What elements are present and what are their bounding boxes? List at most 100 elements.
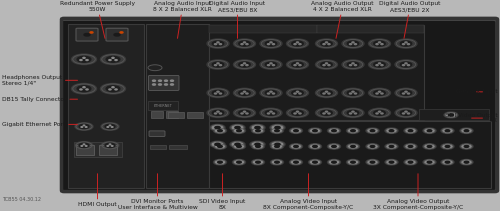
Circle shape: [290, 160, 302, 165]
Circle shape: [266, 110, 276, 115]
Circle shape: [216, 129, 224, 133]
Circle shape: [241, 93, 243, 94]
Circle shape: [207, 88, 229, 97]
Circle shape: [448, 114, 454, 116]
Circle shape: [220, 93, 222, 94]
Text: DB15 Tally Connector: DB15 Tally Connector: [2, 97, 78, 102]
Circle shape: [234, 60, 256, 69]
FancyBboxPatch shape: [150, 145, 166, 149]
Circle shape: [321, 62, 332, 67]
Circle shape: [214, 65, 216, 66]
Circle shape: [275, 126, 280, 129]
Circle shape: [266, 41, 276, 46]
Circle shape: [402, 113, 404, 114]
Circle shape: [316, 39, 338, 48]
Circle shape: [389, 130, 394, 132]
Circle shape: [378, 111, 380, 112]
Circle shape: [239, 91, 250, 95]
Circle shape: [158, 84, 162, 85]
Circle shape: [321, 41, 332, 46]
Circle shape: [427, 146, 432, 147]
Circle shape: [210, 141, 225, 147]
Circle shape: [404, 160, 417, 165]
Circle shape: [332, 130, 336, 132]
FancyBboxPatch shape: [106, 28, 128, 41]
Circle shape: [232, 142, 243, 147]
Circle shape: [266, 62, 276, 67]
Circle shape: [370, 146, 375, 147]
Circle shape: [268, 93, 270, 94]
Circle shape: [368, 39, 390, 48]
Circle shape: [308, 160, 322, 165]
Circle shape: [427, 130, 432, 132]
Circle shape: [328, 65, 330, 66]
Circle shape: [210, 124, 225, 131]
Circle shape: [348, 62, 358, 67]
Circle shape: [423, 144, 436, 149]
Circle shape: [299, 113, 301, 114]
Circle shape: [310, 145, 320, 148]
Circle shape: [272, 142, 283, 147]
Circle shape: [290, 128, 302, 133]
Circle shape: [460, 144, 473, 149]
Circle shape: [368, 129, 377, 133]
Circle shape: [296, 111, 298, 112]
Circle shape: [446, 113, 456, 117]
Circle shape: [350, 65, 352, 66]
Circle shape: [464, 130, 469, 132]
Circle shape: [328, 93, 330, 94]
Circle shape: [441, 144, 454, 149]
Circle shape: [152, 84, 156, 85]
Circle shape: [244, 42, 246, 43]
Circle shape: [217, 91, 219, 92]
Circle shape: [292, 91, 303, 95]
Circle shape: [272, 129, 281, 133]
Circle shape: [241, 44, 243, 45]
Circle shape: [270, 144, 283, 149]
Circle shape: [296, 42, 298, 43]
Circle shape: [83, 87, 85, 88]
Text: SDI Video Input
8X: SDI Video Input 8X: [200, 174, 246, 210]
Circle shape: [400, 41, 411, 46]
Circle shape: [443, 145, 452, 148]
Circle shape: [408, 161, 413, 163]
Text: TCB55 04.30.12: TCB55 04.30.12: [2, 197, 42, 202]
Circle shape: [268, 113, 270, 114]
Circle shape: [235, 126, 240, 129]
Circle shape: [114, 34, 120, 36]
Bar: [148, 101, 178, 110]
Text: Digital Audio Input
AES3/EBU 8X: Digital Audio Input AES3/EBU 8X: [210, 1, 266, 38]
Circle shape: [378, 91, 380, 92]
Circle shape: [370, 130, 375, 132]
Circle shape: [260, 88, 282, 97]
FancyBboxPatch shape: [148, 76, 179, 90]
Circle shape: [115, 60, 117, 61]
Circle shape: [405, 63, 407, 64]
Circle shape: [330, 129, 338, 133]
Circle shape: [387, 145, 396, 148]
Circle shape: [445, 146, 450, 147]
Circle shape: [77, 86, 91, 92]
Circle shape: [342, 39, 364, 48]
Circle shape: [286, 39, 308, 48]
Circle shape: [354, 44, 356, 45]
Circle shape: [218, 130, 222, 132]
Circle shape: [158, 80, 162, 81]
Circle shape: [292, 110, 303, 115]
Circle shape: [270, 63, 272, 64]
Circle shape: [292, 160, 300, 164]
Circle shape: [342, 108, 364, 118]
Circle shape: [239, 62, 250, 67]
Circle shape: [296, 91, 298, 92]
Bar: [68, 24, 144, 188]
Circle shape: [239, 41, 250, 46]
Circle shape: [216, 160, 224, 164]
Circle shape: [260, 60, 282, 69]
Circle shape: [292, 41, 303, 46]
Circle shape: [321, 110, 332, 115]
Circle shape: [443, 160, 452, 164]
Circle shape: [368, 108, 390, 118]
Circle shape: [381, 44, 383, 45]
FancyBboxPatch shape: [151, 111, 163, 118]
Circle shape: [100, 54, 126, 65]
